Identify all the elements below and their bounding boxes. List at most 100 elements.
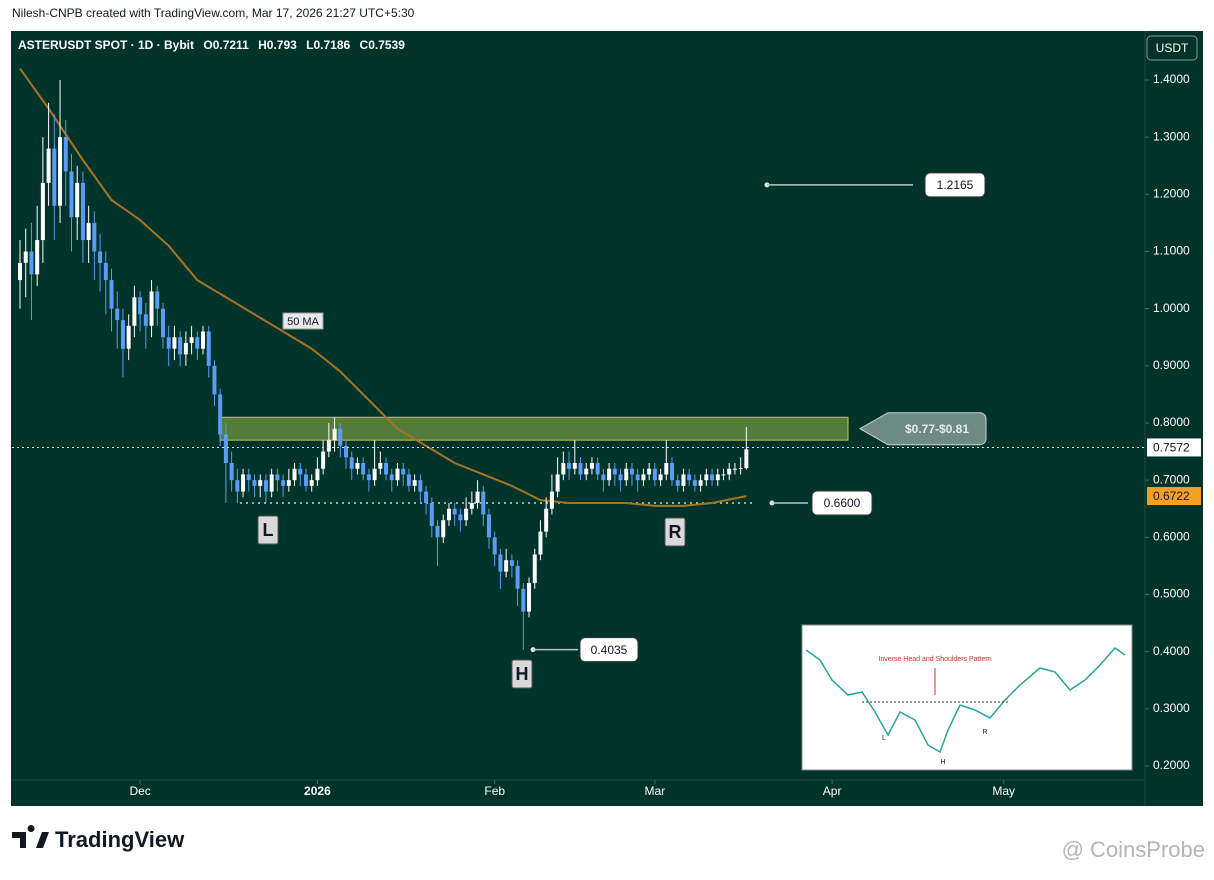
candle-body — [664, 463, 669, 475]
candle-body — [338, 428, 343, 446]
candle-body — [401, 468, 406, 475]
candle-body — [612, 468, 617, 475]
pattern-label: L — [263, 520, 274, 540]
candle-body — [258, 480, 263, 486]
inset-title: Inverse Head and Shoulders Pattern — [878, 656, 991, 663]
candle-body — [406, 474, 411, 486]
candle-body — [298, 468, 303, 475]
candle-body — [40, 182, 45, 241]
candle-body — [292, 468, 297, 481]
zone-callout — [858, 412, 987, 446]
inset-label: L — [882, 735, 886, 742]
candle-body — [486, 514, 491, 538]
candle-body — [263, 480, 268, 492]
y-tick-label: 1.0000 — [1153, 301, 1190, 315]
candle-body — [538, 531, 543, 555]
candle-body — [29, 251, 34, 275]
candle-body — [23, 251, 28, 263]
y-tick-label: 0.4000 — [1153, 644, 1190, 658]
candle-body — [544, 508, 549, 532]
candle-body — [372, 468, 377, 481]
candle-body — [681, 474, 686, 486]
ohlc-value: 0.793 — [267, 38, 297, 52]
currency: USDT — [1156, 41, 1189, 55]
candle-body — [212, 365, 217, 395]
candle-body — [109, 280, 114, 309]
y-tick-label: 1.1000 — [1153, 244, 1190, 258]
level-box — [924, 172, 986, 198]
candle-body — [424, 491, 429, 504]
logo-icon — [12, 825, 49, 848]
ohlc-key: C — [360, 38, 369, 52]
candle-body — [366, 474, 371, 481]
watermark: @ CoinsProbe — [1062, 837, 1205, 862]
candle-body — [378, 463, 383, 469]
brand-logo: TradingView — [12, 825, 185, 852]
candle-body — [429, 503, 434, 526]
candle-body — [446, 508, 451, 521]
candle-body — [738, 468, 743, 470]
candle-body — [624, 468, 629, 481]
plot-area — [12, 68, 1145, 650]
candle-body — [206, 331, 211, 366]
candle-body — [218, 394, 223, 435]
pattern-label: H — [516, 664, 529, 684]
brand: TradingView — [55, 827, 185, 852]
candle-body — [618, 474, 623, 481]
candle-body — [155, 291, 160, 309]
candle-body — [349, 457, 354, 469]
ma-price-label: 0.6722 — [1153, 489, 1190, 503]
last-price-box — [1147, 438, 1201, 457]
level-label: 0.6600 — [824, 496, 861, 510]
ohlc-value: 0.7211 — [213, 38, 249, 52]
credit: Nilesh-CNPB created with TradingView.com… — [12, 6, 415, 20]
candle-body — [732, 468, 737, 470]
pattern-box — [257, 515, 279, 545]
candle-body — [435, 525, 440, 538]
candle-body — [303, 474, 308, 486]
candle-body — [509, 560, 514, 566]
candle-body — [321, 451, 326, 469]
symbol-header: ASTERUSDT SPOT · 1D · Bybit O0.7211 H0.7… — [18, 38, 405, 52]
candle-body — [315, 468, 320, 481]
symbol: ASTERUSDT SPOT · 1D · Bybit — [18, 38, 194, 52]
candle-body — [641, 474, 646, 481]
candle-body — [504, 560, 509, 572]
level-box — [811, 490, 873, 516]
candle-body — [418, 480, 423, 492]
y-tick-label: 1.3000 — [1153, 129, 1190, 143]
candle-body — [584, 468, 589, 475]
candle-body — [235, 480, 240, 492]
candle-body — [710, 474, 715, 481]
candle-body — [178, 337, 183, 355]
candle-body — [126, 325, 131, 349]
candle-body — [692, 480, 697, 486]
candle-body — [241, 474, 246, 492]
candle-body — [80, 182, 85, 241]
candle-body — [601, 474, 606, 481]
candle-body — [498, 554, 503, 572]
candle-body — [452, 508, 457, 515]
candle-body — [52, 148, 57, 206]
x-tick-label: Apr — [823, 784, 842, 798]
x-tick-label: 2026 — [304, 784, 331, 798]
candle-body — [698, 480, 703, 486]
candle-body — [18, 262, 23, 281]
candle-body — [647, 468, 652, 475]
candle-body — [172, 337, 177, 349]
candle-body — [275, 474, 280, 481]
candle-body — [384, 463, 389, 475]
candle-body — [464, 508, 469, 521]
ohlc-key: H — [258, 38, 267, 52]
candle-body — [715, 474, 720, 481]
candle-body — [532, 554, 537, 584]
candle-body — [721, 474, 726, 476]
candle-body — [35, 240, 40, 275]
candle-body — [658, 474, 663, 481]
candle-body — [269, 474, 274, 492]
candle-body — [132, 297, 137, 326]
pattern-box — [511, 659, 533, 689]
x-tick-label: May — [992, 784, 1015, 798]
y-tick-label: 0.9000 — [1153, 358, 1190, 372]
